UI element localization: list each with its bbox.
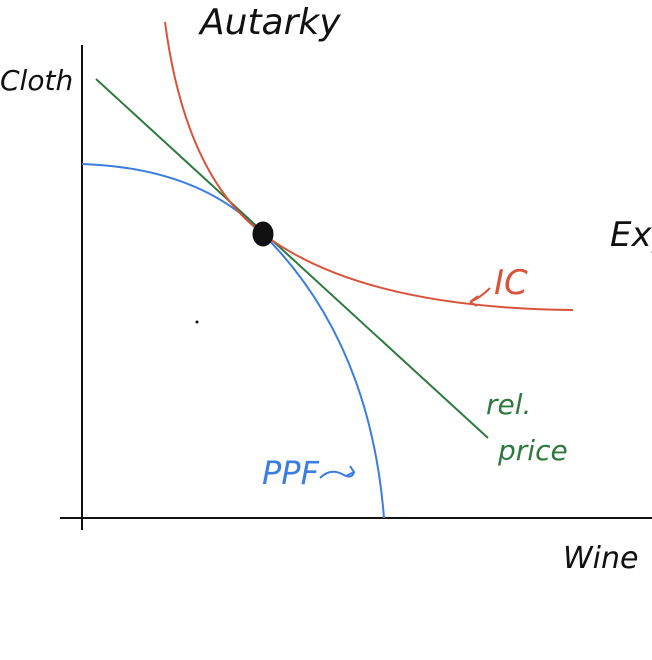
x-axis-label: Wine [563, 541, 638, 576]
price-label-line2: price [497, 434, 568, 467]
autarky-point [252, 221, 274, 247]
ic-arrow-icon [469, 287, 491, 307]
ppf-arrow-icon [319, 465, 356, 479]
y-axis-label: Cloth [0, 64, 73, 97]
ppf-label: PPF [262, 454, 320, 492]
ic-label: IC [494, 263, 528, 303]
ppf-curve [81, 163, 385, 519]
price-label-line1: rel. [486, 388, 531, 421]
relative-price-line [95, 78, 489, 439]
stray-dot [195, 320, 199, 324]
diagram-title: Autarky [198, 2, 341, 43]
corner-text: Exp [610, 215, 652, 255]
